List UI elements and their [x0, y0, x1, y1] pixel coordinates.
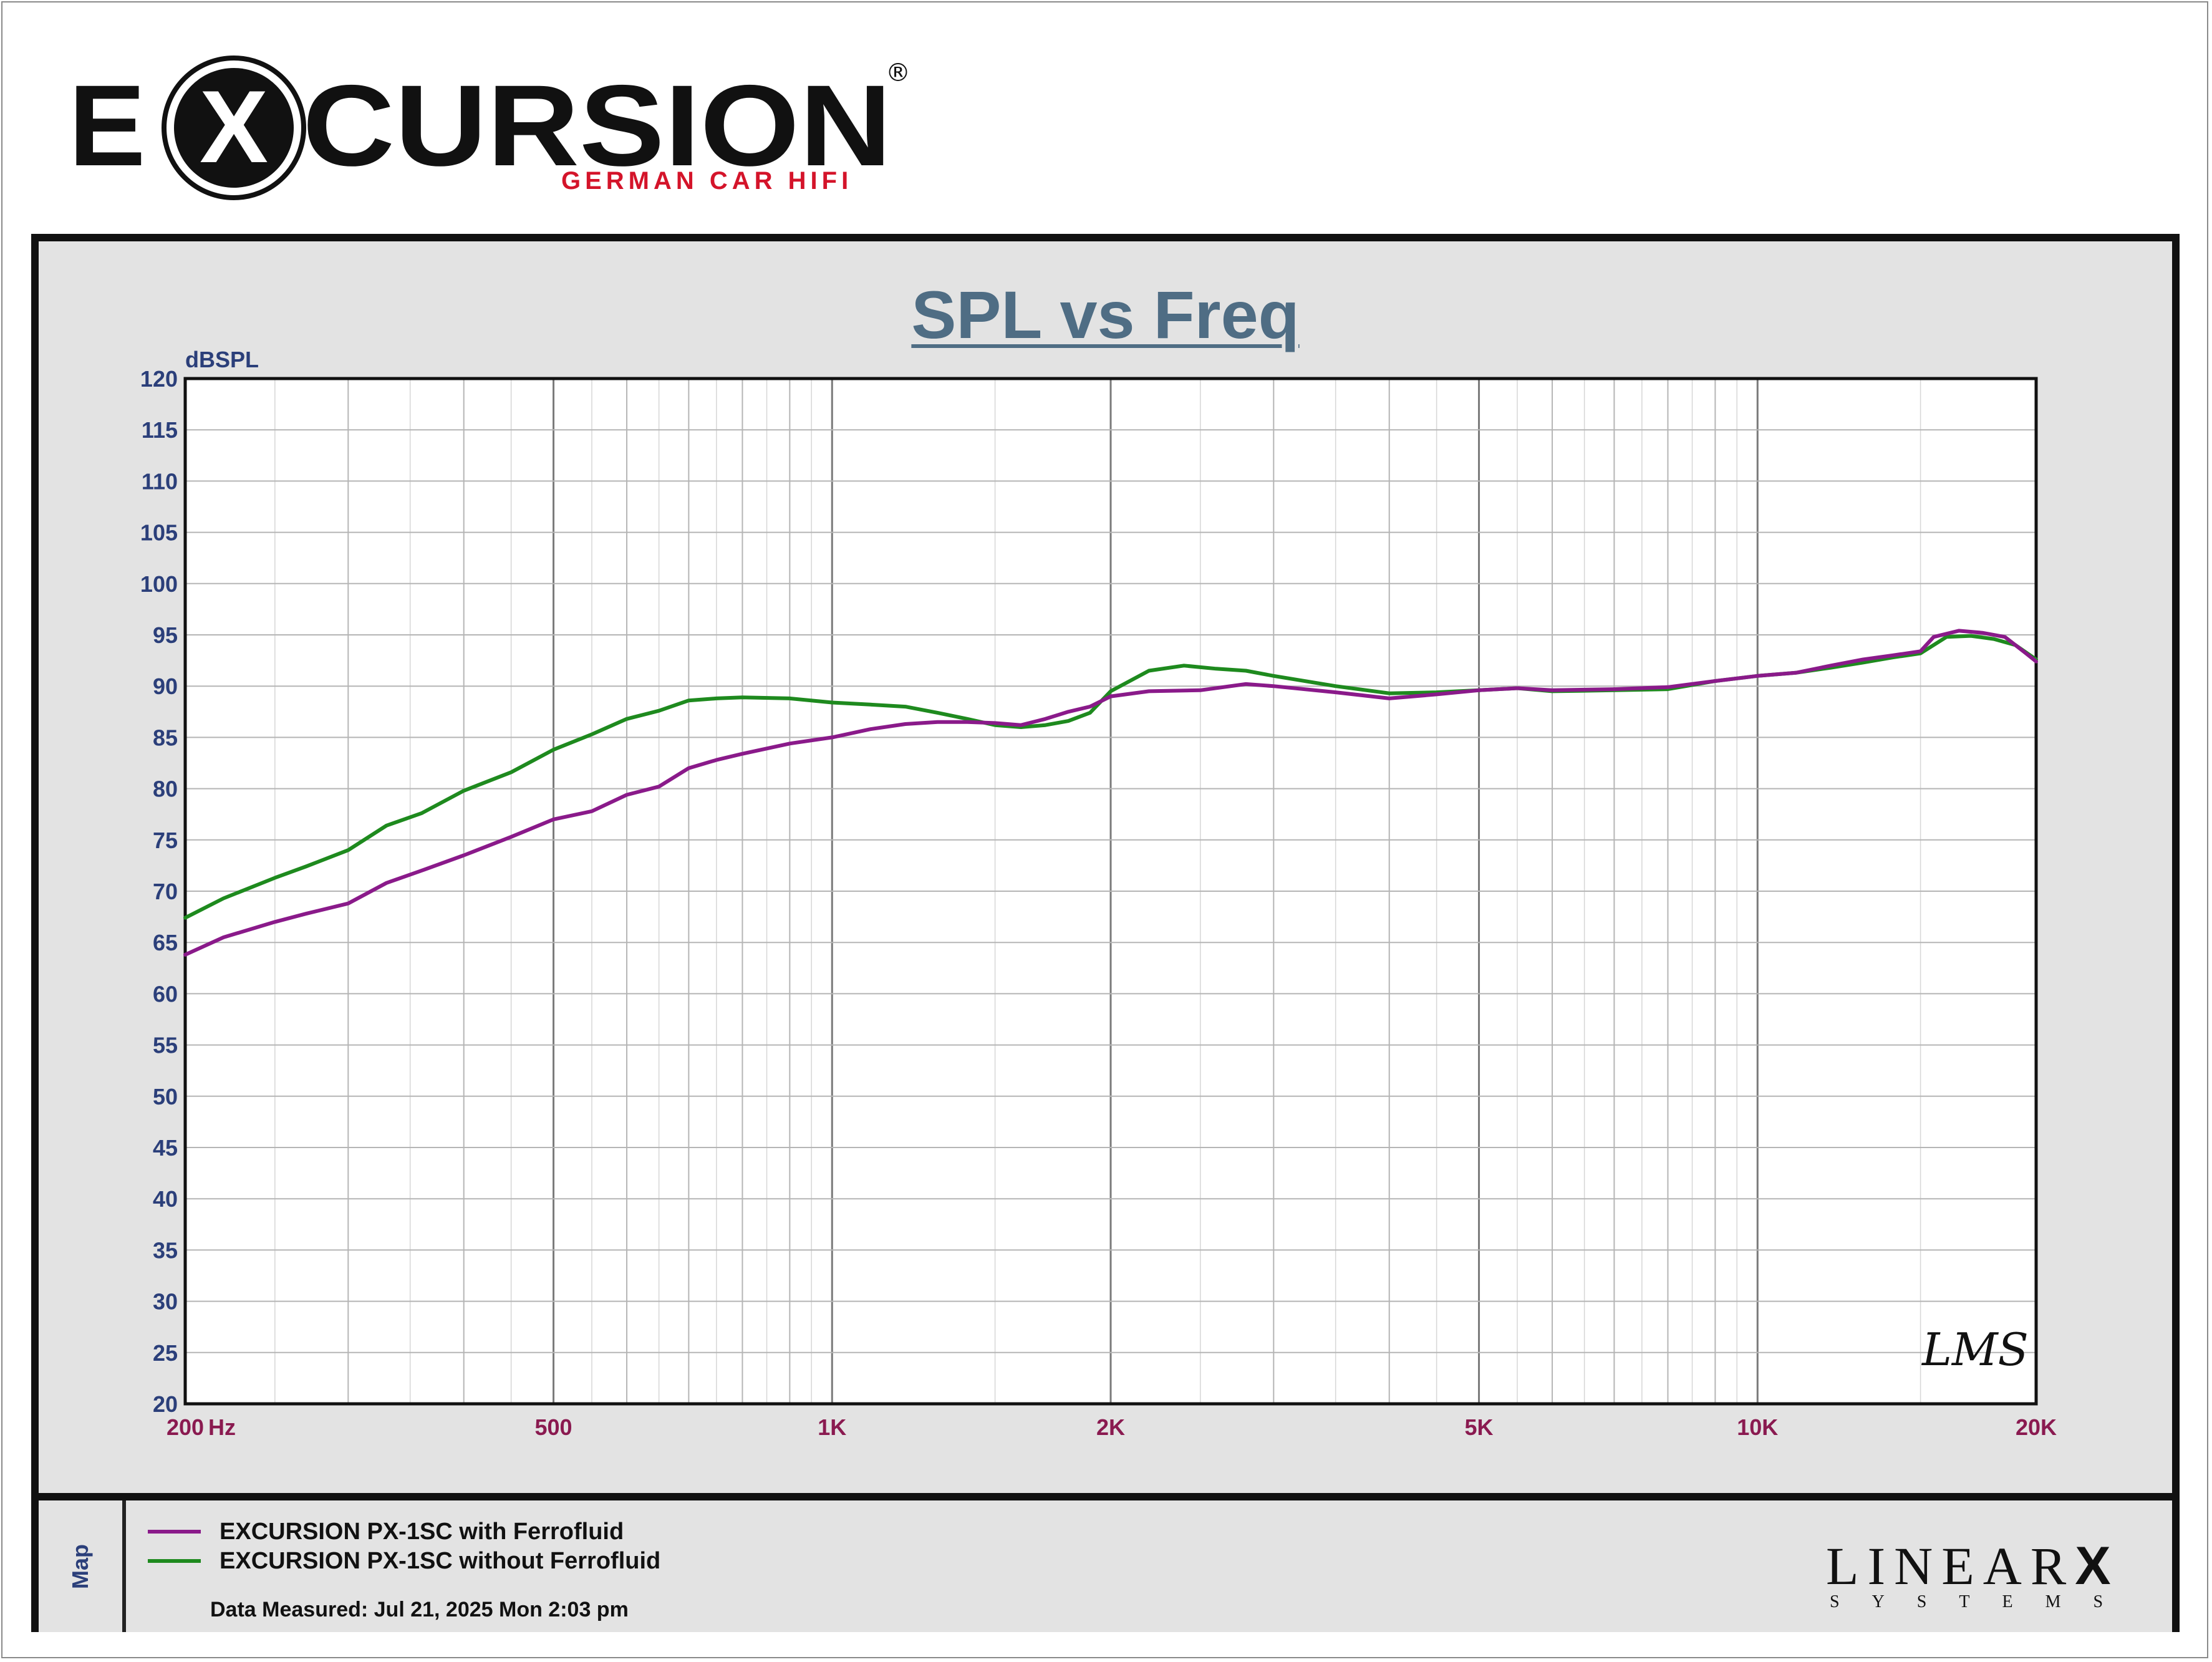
legend-swatch-without-ferrofluid	[148, 1559, 201, 1563]
y-tick-label: 115	[142, 417, 178, 443]
data-measured-text: Data Measured: Jul 21, 2025 Mon 2:03 pm	[210, 1598, 629, 1621]
legend-panel: Map EXCURSION PX-1SC with Ferrofluid EXC…	[39, 1493, 2172, 1632]
chart-panel: SPL vs Freq 20 25 30 35 40 45 50 55 60 65 70 75 80 85…	[39, 241, 2172, 1486]
x-tick-label: 5K	[1465, 1414, 1494, 1440]
y-tick-label: 20	[153, 1391, 178, 1417]
linearx-systems: SYSTEMS	[1830, 1592, 2136, 1611]
x-axis-unit-label: Hz	[208, 1414, 236, 1440]
linearx-wordmark: LINEARX	[1826, 1535, 2120, 1597]
x-tick-label: 10K	[1737, 1414, 1778, 1440]
map-tab[interactable]: Map	[39, 1500, 126, 1632]
x-tick-label: 200	[167, 1414, 204, 1440]
legend-item-without-ferrofluid: EXCURSION PX-1SC without Ferrofluid	[148, 1545, 660, 1577]
x-tick-label: 1K	[818, 1414, 846, 1440]
y-tick-label: 60	[153, 981, 178, 1007]
y-tick-label: 80	[153, 776, 178, 802]
logo-letter-x: X	[200, 69, 268, 184]
chart-frame: SPL vs Freq 20 25 30 35 40 45 50 55 60 65 70 75 80 85…	[31, 234, 2180, 1632]
logo-registered: ®	[886, 59, 910, 87]
y-tick-label: 45	[153, 1135, 178, 1161]
y-tick-label: 90	[153, 674, 178, 699]
x-tick-label: 500	[535, 1414, 572, 1440]
y-tick-label: 120	[140, 366, 178, 392]
logo-inner-circle	[174, 68, 294, 188]
y-tick-label: 110	[142, 468, 178, 494]
legend-swatch-with-ferrofluid	[148, 1530, 201, 1534]
lms-watermark: LMS	[1922, 1323, 2029, 1376]
y-tick-label: 55	[153, 1033, 178, 1058]
x-tick-label: 2K	[1096, 1414, 1125, 1440]
legend-label-without-ferrofluid: EXCURSION PX-1SC without Ferrofluid	[220, 1547, 661, 1574]
legend-label-with-ferrofluid: EXCURSION PX-1SC with Ferrofluid	[220, 1518, 624, 1545]
y-tick-label: 75	[153, 828, 178, 853]
chart-title: SPL vs Freq	[911, 277, 1300, 352]
spl-chart: 20 25 30 35 40 45 50 55 60 65 70 75 80 85 90 95 100 105 11…	[140, 347, 2057, 1440]
y-tick-label: 40	[153, 1186, 178, 1212]
excursion-logo: E X CURSION ® GERMAN CAR HIFI	[69, 56, 910, 200]
logo-tagline: GERMAN CAR HIFI	[561, 167, 852, 195]
linearx-x: X	[2075, 1536, 2120, 1596]
map-label: Map	[67, 1544, 93, 1589]
y-tick-label: 100	[140, 571, 178, 597]
y-tick-label: 65	[153, 930, 178, 955]
y-axis-label: dBSPL	[185, 347, 259, 372]
y-tick-label: 70	[153, 879, 178, 904]
y-tick-label: 50	[153, 1084, 178, 1109]
logo-letter-e: E	[69, 62, 147, 190]
legend-item-with-ferrofluid: EXCURSION PX-1SC with Ferrofluid	[148, 1516, 624, 1547]
logo-letters-cursion: CURSION	[302, 62, 892, 190]
series-line-with-ferrofluid	[183, 629, 2038, 957]
y-tick-label: 95	[153, 622, 178, 648]
plot-border	[183, 377, 2038, 1406]
x-tick-label: 20K	[2016, 1414, 2057, 1440]
y-tick-label: 35	[153, 1237, 178, 1263]
y-tick-label: 30	[153, 1289, 178, 1315]
y-tick-label: 25	[153, 1340, 178, 1366]
y-tick-label: 85	[153, 725, 178, 750]
y-tick-label: 105	[140, 520, 178, 546]
linearx-text: LINEAR	[1826, 1536, 2075, 1596]
linearx-logo: LINEARX SYSTEMS	[1826, 1535, 2150, 1616]
